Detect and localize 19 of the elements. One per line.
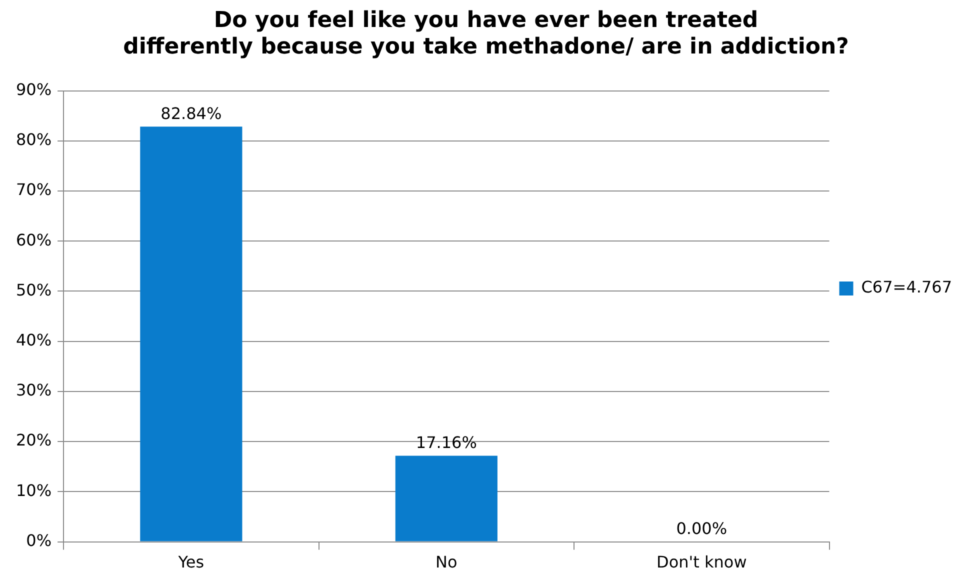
data-label: 82.84% bbox=[160, 104, 222, 123]
y-tick-label: 70% bbox=[16, 180, 52, 200]
y-tick-label: 60% bbox=[16, 230, 52, 250]
y-tick-label: 90% bbox=[16, 80, 52, 99]
data-label: 0.00% bbox=[676, 518, 728, 538]
legend-label: C67=4.767 bbox=[861, 278, 952, 297]
x-tick-label: Yes bbox=[177, 552, 204, 572]
y-tick-label: 30% bbox=[16, 380, 52, 400]
y-tick-label: 0% bbox=[26, 530, 52, 550]
y-tick-label: 80% bbox=[16, 130, 52, 150]
data-label: 17.16% bbox=[416, 432, 477, 452]
text: Do you feel like you have ever been treated bbox=[214, 8, 758, 33]
text: differently because you take methadone/ are in addiction? bbox=[123, 34, 849, 60]
x-tick-label: Don't know bbox=[656, 552, 747, 572]
y-tick-label: 20% bbox=[16, 430, 52, 450]
y-tick-label: 10% bbox=[16, 480, 52, 500]
y-tick-label: 40% bbox=[16, 330, 52, 350]
y-tick-label: 50% bbox=[16, 280, 52, 300]
x-tick-label: No bbox=[436, 552, 458, 572]
